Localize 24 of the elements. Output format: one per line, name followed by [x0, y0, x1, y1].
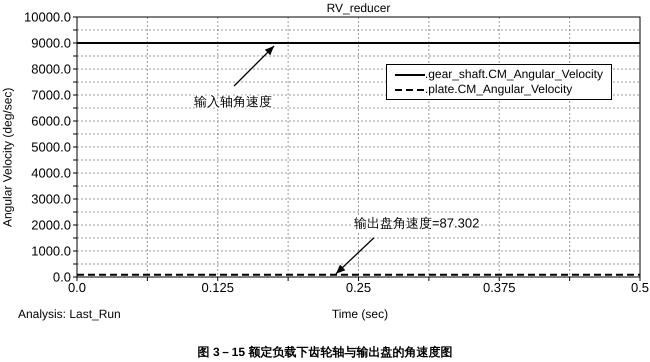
y-tick-label: 8000.0: [31, 62, 71, 77]
annotation: 输出盘角速度=87.302: [354, 216, 480, 231]
text: Analysis: Last_Run: [18, 307, 121, 321]
x-axis-title: Time (sec): [332, 307, 388, 321]
y-tick-label: 7000.0: [31, 88, 71, 103]
legend-label: .gear_shaft.CM_Angular_Velocity: [424, 67, 603, 82]
x-tick-label: 0.375: [482, 280, 516, 296]
y-axis-title: Angular Velocity (deg/sec): [0, 88, 14, 227]
y-tick-label: 1000.0: [31, 244, 71, 259]
y-tick-label: 10000.0: [24, 10, 71, 25]
y-tick-label: 4000.0: [31, 166, 71, 181]
chart-title: RV_reducer: [326, 1, 390, 15]
annotation: 输入轴角速度: [194, 94, 272, 109]
x-tick-label: 0.125: [201, 280, 234, 296]
legend-label: .plate.CM_Angular_Velocity: [424, 82, 572, 97]
y-tick-label: 2000.0: [31, 218, 71, 233]
y-tick-label: 5000.0: [31, 140, 71, 155]
y-tick-label: 3000.0: [31, 192, 71, 207]
x-tick-label: 0.5: [630, 280, 650, 296]
caption: 图 3－15 额定负载下齿轮轴与输出盘的角速度图: [198, 345, 452, 359]
y-tick-label: 6000.0: [31, 114, 71, 129]
x-tick-label: 0.0: [68, 280, 86, 296]
x-tick-label: 0.25: [346, 280, 372, 296]
y-tick-label: 9000.0: [31, 36, 71, 51]
